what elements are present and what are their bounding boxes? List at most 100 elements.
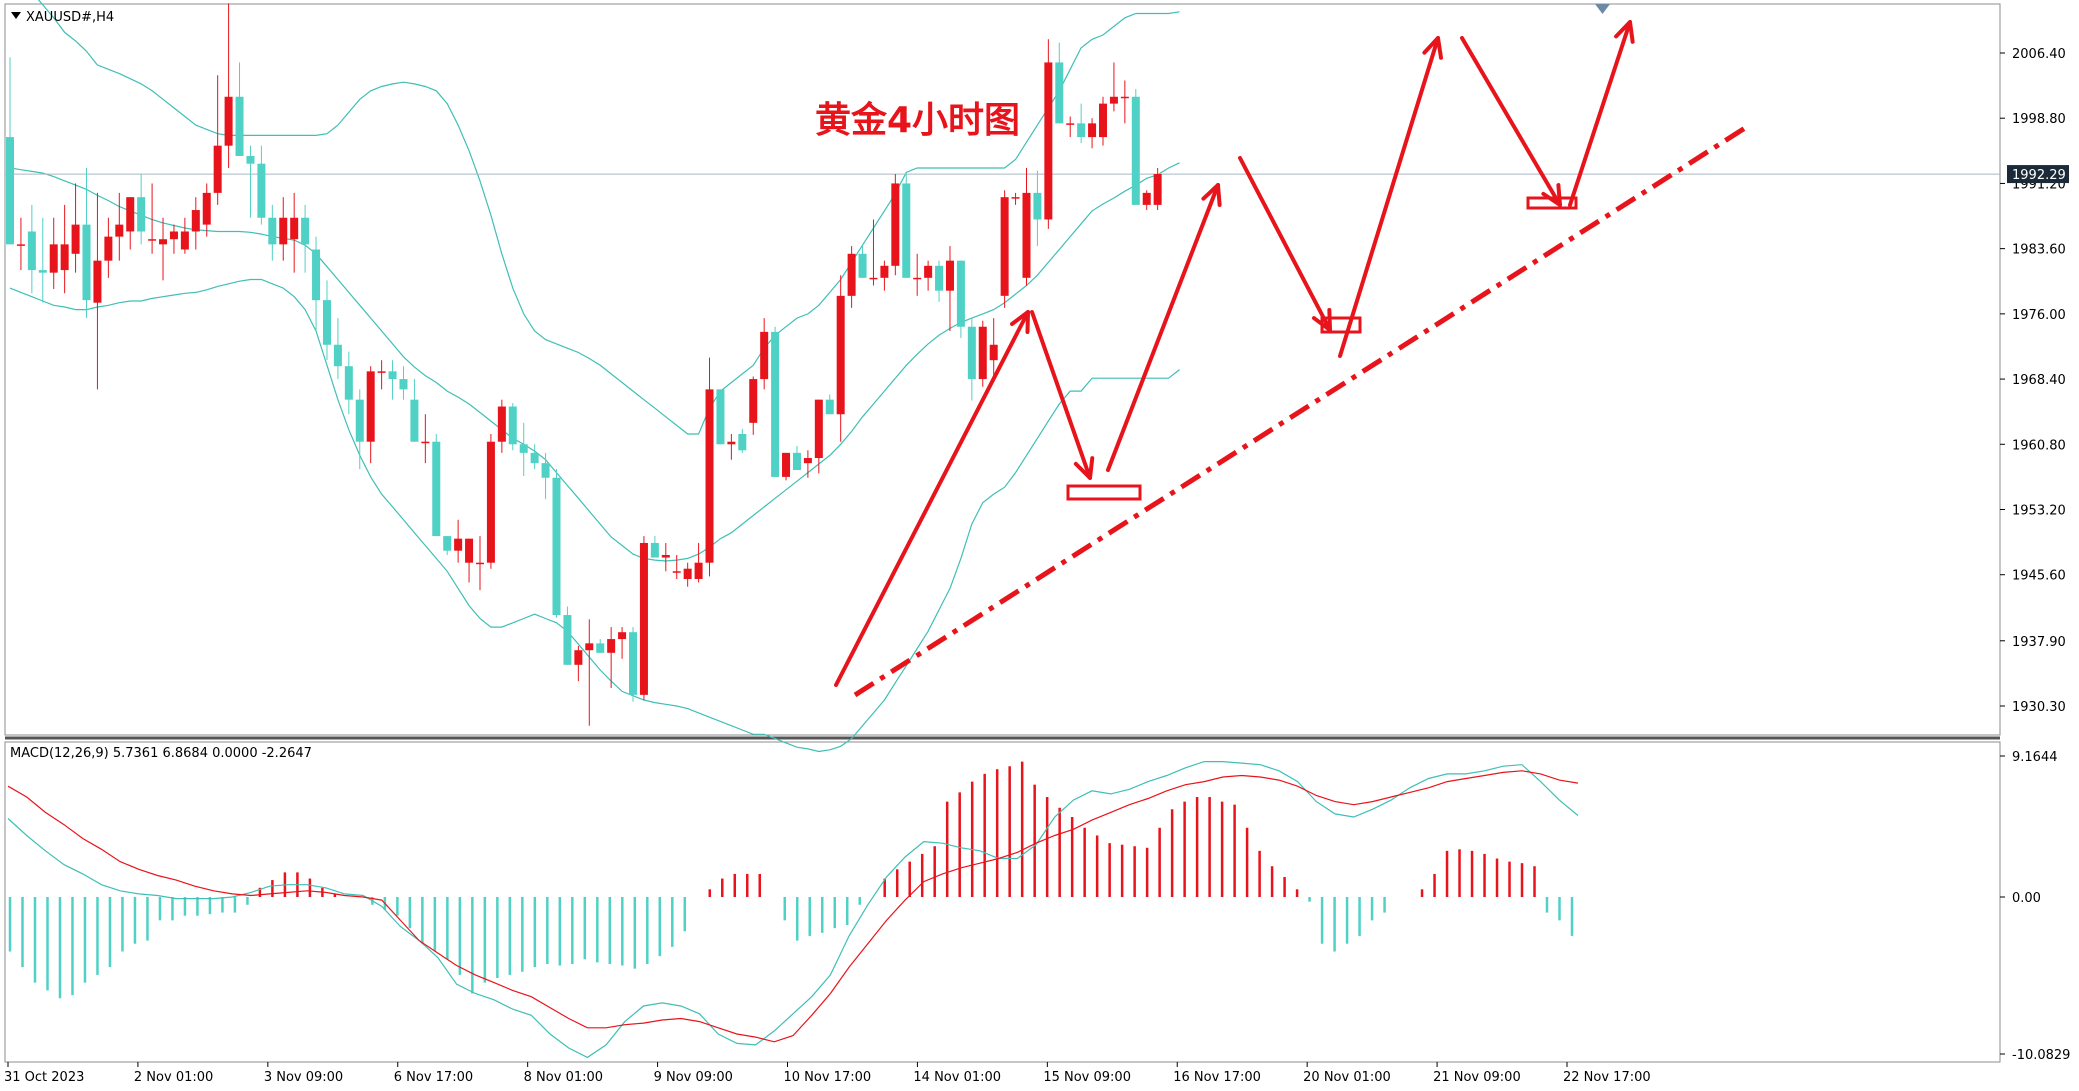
- candle-body: [847, 253, 856, 296]
- candle: [1099, 96, 1107, 146]
- candle-body: [694, 562, 703, 580]
- candle: [126, 197, 135, 250]
- candle-body: [333, 344, 342, 367]
- candle: [880, 260, 889, 291]
- candle: [410, 379, 419, 442]
- candle: [847, 246, 856, 308]
- time-axis: 31 Oct 2023 2 Nov 01:00 3 Nov 09:00 6 Nov 1…: [4, 1062, 1651, 1085]
- candle-body: [1000, 197, 1009, 296]
- dropdown-triangle-icon[interactable]: [11, 12, 21, 19]
- candle: [82, 167, 91, 319]
- candle-body: [1066, 123, 1075, 125]
- candle-body: [410, 399, 419, 442]
- candle: [978, 320, 987, 387]
- candle: [639, 536, 648, 700]
- trend-arrow-line: [1460, 36, 1562, 207]
- candle: [541, 452, 550, 500]
- candle-body: [1120, 96, 1129, 99]
- candle: [213, 75, 222, 205]
- candle: [771, 326, 780, 477]
- candle-body: [475, 562, 484, 565]
- candle-body: [1131, 96, 1140, 205]
- symbol-label: XAUUSD#,H4: [26, 10, 114, 25]
- candle-body: [967, 326, 976, 380]
- candle-body: [618, 632, 627, 640]
- candle: [443, 536, 452, 555]
- trend-arrow-line: [834, 310, 1030, 687]
- price-tick-label: 1953.20: [2012, 503, 2066, 518]
- candle-body: [891, 183, 900, 266]
- candle: [268, 204, 277, 261]
- candle-body: [902, 183, 911, 278]
- candle: [1153, 167, 1162, 211]
- candle-body: [279, 217, 288, 245]
- candle-body: [563, 615, 572, 665]
- macd-signal-line: [7, 770, 1579, 1043]
- candle: [475, 536, 484, 591]
- candle-body: [825, 399, 834, 415]
- candle: [650, 536, 659, 558]
- candle: [60, 204, 69, 294]
- candle: [782, 452, 791, 481]
- candle: [836, 275, 845, 442]
- candle: [93, 192, 102, 390]
- candle-body: [541, 463, 550, 478]
- candle-body: [1099, 103, 1107, 138]
- candle-body: [377, 371, 386, 373]
- candle-body: [49, 244, 58, 273]
- band-middle-line: [9, 162, 1180, 562]
- candle: [924, 260, 933, 291]
- candle: [465, 538, 474, 583]
- band-upper-line: [37, 0, 1180, 435]
- candle: [279, 197, 288, 261]
- candle: [629, 627, 638, 702]
- candle-body: [978, 326, 987, 380]
- price-tick-label: 2006.40: [2012, 47, 2066, 62]
- candle-body: [1153, 173, 1162, 205]
- candle-body: [322, 300, 331, 345]
- candle-body: [1077, 123, 1086, 138]
- candle: [377, 360, 386, 390]
- candle: [344, 351, 353, 415]
- candle: [1011, 192, 1020, 205]
- candle: [312, 236, 321, 332]
- candle-body: [60, 244, 69, 271]
- support-trendline: [853, 125, 1747, 698]
- candle: [1022, 167, 1031, 286]
- candle: [683, 562, 692, 587]
- trend-arrow-line: [1568, 20, 1632, 207]
- time-tick-label: 31 Oct 2023: [4, 1070, 84, 1085]
- candle: [224, 3, 233, 168]
- candle: [1066, 116, 1075, 138]
- candle-body: [945, 260, 954, 291]
- candle-body: [421, 441, 430, 444]
- candle: [497, 399, 506, 453]
- candle: [607, 627, 616, 688]
- candle-body: [465, 538, 474, 563]
- current-price-badge: 1992.29: [2007, 165, 2069, 184]
- candle: [169, 224, 178, 254]
- candle-body: [301, 217, 310, 245]
- candle-body: [716, 389, 725, 445]
- price-tick-label: 1983.60: [2012, 243, 2066, 258]
- arrow-head-icon: [1614, 20, 1635, 44]
- time-tick-label: 10 Nov 17:00: [784, 1070, 872, 1085]
- scroll-marker-icon: [1595, 4, 1610, 14]
- candle-body: [607, 639, 616, 653]
- support-box: [1320, 316, 1362, 334]
- candle-body: [191, 210, 200, 232]
- candle-body: [814, 399, 823, 459]
- candle-body: [115, 224, 124, 237]
- candle-body: [497, 406, 506, 442]
- candle: [388, 360, 397, 400]
- candle-body: [782, 452, 791, 477]
- candle: [1033, 170, 1042, 247]
- candle: [552, 469, 561, 618]
- candle-body: [454, 538, 463, 551]
- candle-body: [246, 155, 255, 164]
- candle-body: [792, 452, 801, 471]
- candle-body: [858, 253, 867, 278]
- candle-body: [596, 643, 605, 653]
